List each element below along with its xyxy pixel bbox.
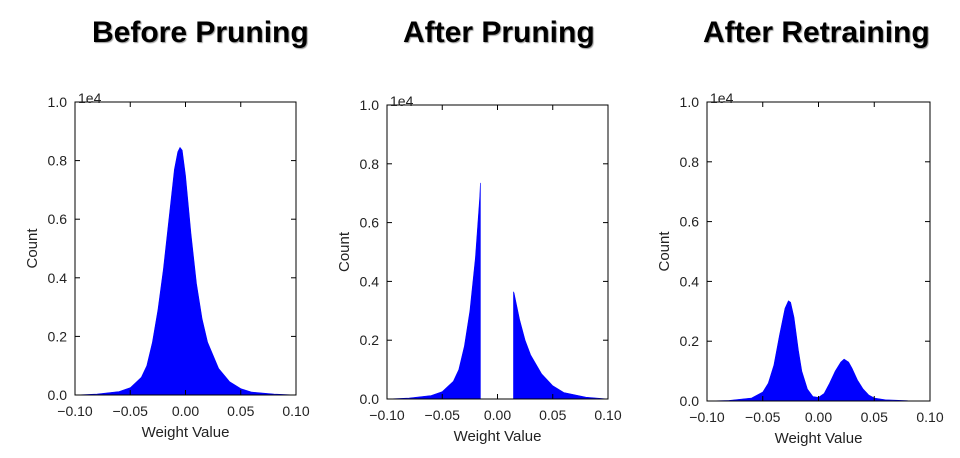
- y-tick-label: 0.8: [360, 156, 380, 172]
- chart-panel-2: −0.10 −0.05 0.00 0.05 0.10 0.0 0.2 0.4 0.6 0.8 1.0…: [656, 90, 944, 447]
- y-axis-label: Count: [656, 231, 673, 272]
- plot-frame: [386, 104, 609, 400]
- histogram-series-1: [513, 291, 609, 400]
- chart-panel-0: −0.10 −0.05 0.00 0.05 0.10 0.0 0.2 0.4 0.6 0.8 1.0…: [24, 90, 310, 441]
- y-axis-label: Count: [336, 231, 353, 272]
- y-tick-label: 0.6: [360, 215, 380, 231]
- x-tick-label: 0.10: [282, 403, 309, 419]
- x-tick-label: 0.10: [594, 407, 621, 423]
- y-tick-label: 1.0: [680, 94, 700, 110]
- x-tick-label: −0.10: [369, 407, 405, 423]
- x-axis-label: Weight Value: [775, 430, 863, 447]
- x-tick-label: 0.05: [539, 407, 566, 423]
- panel-title-after-retraining: After Retraining: [703, 16, 930, 49]
- y-tick-label: 0.2: [48, 328, 68, 344]
- y-tick-label: 0.8: [48, 153, 68, 169]
- y-tick-label: 0.8: [680, 154, 700, 170]
- y-tick-label: 0.6: [680, 214, 700, 230]
- x-tick-label: 0.05: [227, 403, 254, 419]
- y-tick-label: 0.4: [48, 270, 68, 286]
- chart-panel-1: −0.10 −0.05 0.00 0.05 0.10 0.0 0.2 0.4 0.6 0.8 1.0…: [336, 93, 622, 445]
- y-tick-label: 0.2: [360, 332, 380, 348]
- y-tick-label: 1.0: [360, 97, 380, 113]
- x-tick-label: 0.00: [172, 403, 199, 419]
- x-tick-label: 0.00: [805, 409, 832, 425]
- histogram-series-0: [74, 146, 297, 396]
- y-tick-label: 0.4: [360, 273, 380, 289]
- x-axis-label: Weight Value: [142, 424, 230, 441]
- y-tick-label: 0.6: [48, 211, 68, 227]
- x-tick-label: −0.10: [57, 403, 93, 419]
- y-tick-label: 1.0: [48, 94, 68, 110]
- x-axis-label: Weight Value: [454, 428, 542, 445]
- x-tick-label: −0.05: [745, 409, 781, 425]
- plot-frame: [706, 101, 931, 402]
- y-exponent-label: 1e4: [710, 90, 734, 106]
- x-tick-label: −0.05: [113, 403, 149, 419]
- x-tick-label: 0.05: [861, 409, 888, 425]
- y-tick-label: 0.2: [680, 333, 700, 349]
- y-axis-label: Count: [24, 228, 41, 269]
- y-exponent-label: 1e4: [78, 90, 102, 106]
- y-tick-label: 0.0: [48, 387, 68, 403]
- x-tick-label: 0.10: [916, 409, 943, 425]
- y-tick-label: 0.0: [360, 391, 380, 407]
- histogram-series-0: [706, 300, 931, 402]
- x-tick-label: 0.00: [484, 407, 511, 423]
- x-tick-label: −0.05: [425, 407, 461, 423]
- histogram-series-0: [386, 182, 481, 400]
- x-tick-label: −0.10: [689, 409, 725, 425]
- panel-title-after-pruning: After Pruning: [403, 16, 595, 49]
- y-exponent-label: 1e4: [390, 93, 414, 109]
- y-tick-label: 0.4: [680, 273, 700, 289]
- panel-title-before-pruning: Before Pruning: [92, 16, 309, 49]
- y-tick-label: 0.0: [680, 393, 700, 409]
